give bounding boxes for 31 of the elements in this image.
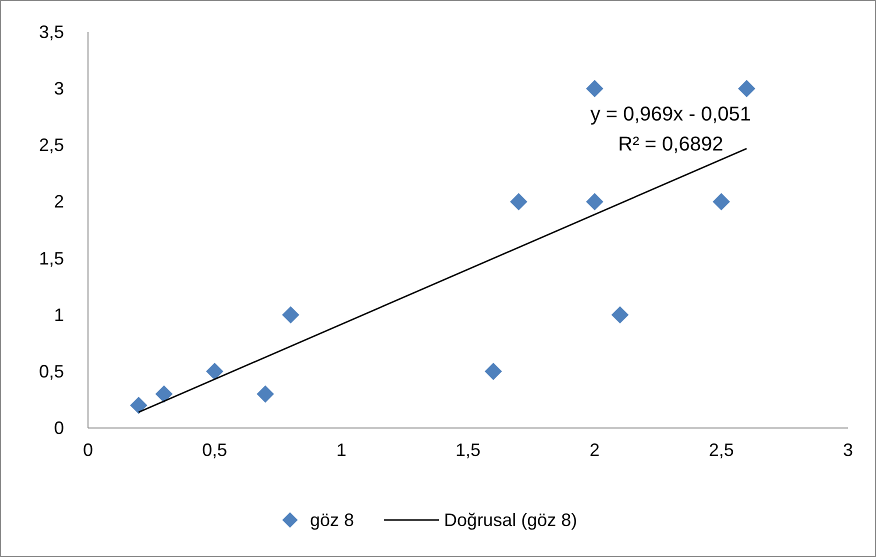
point [738,80,756,98]
y-tick-label: 1,5 [38,248,64,268]
point [611,306,629,324]
point [130,396,148,414]
x-tick-label: 1,5 [455,440,481,460]
x-tick-label: 0,5 [202,440,228,460]
y-tick-label: 0 [54,418,64,438]
point [256,385,274,403]
x-tick-label: 0 [82,440,94,460]
y-tick-label: 3 [54,78,64,99]
x-tick-label: 2,5 [708,440,734,460]
legend-label: göz 8 [310,510,354,530]
point [282,306,300,324]
y-tick-label: 2,5 [38,135,64,156]
annotation: y = 0,969x - 0,051 [590,103,752,126]
point [155,385,173,403]
point [586,193,604,210]
y-tick-label: 1 [54,304,64,325]
point [206,362,224,380]
y-tick-label: 3,5 [38,22,64,42]
point [484,362,502,380]
point [510,193,528,210]
y-tick-label: 2 [54,192,64,212]
point [712,193,730,210]
point [586,80,604,98]
y-tick-label: 0,5 [38,361,64,382]
x-tick-label: 1 [336,440,346,460]
x-tick-label: 3 [842,440,854,460]
legend-label: Doğrusal (göz 8) [444,510,578,530]
x-tick-label: 2 [590,440,600,460]
annotation: R² = 0,6892 [618,133,724,156]
